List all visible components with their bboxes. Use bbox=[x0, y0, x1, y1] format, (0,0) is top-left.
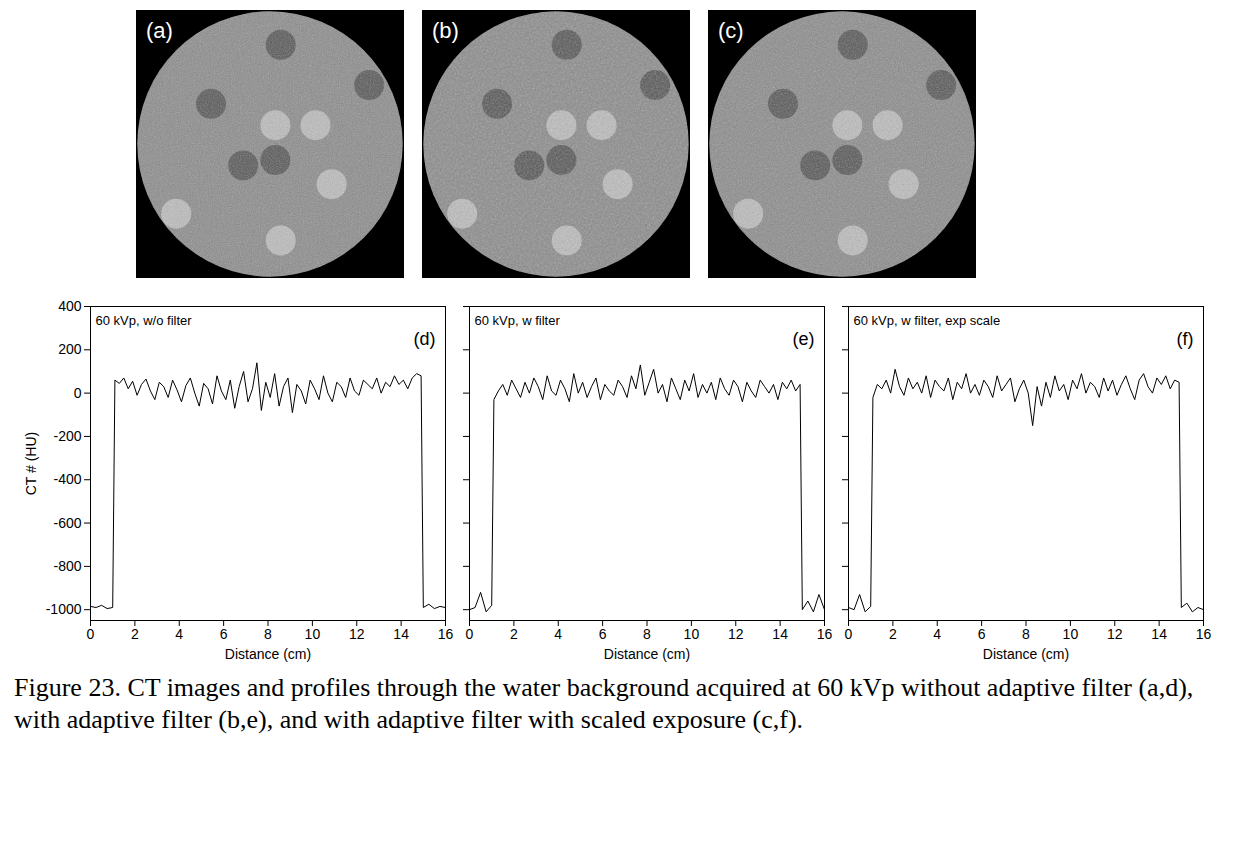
svg-text:60 kVp, w filter: 60 kVp, w filter bbox=[475, 313, 561, 328]
svg-text:2: 2 bbox=[131, 626, 139, 642]
svg-text:6: 6 bbox=[220, 626, 228, 642]
svg-text:(f): (f) bbox=[1177, 329, 1194, 349]
svg-text:(d): (d) bbox=[414, 329, 436, 349]
svg-text:Distance (cm): Distance (cm) bbox=[604, 646, 690, 662]
svg-text:8: 8 bbox=[643, 626, 651, 642]
svg-text:8: 8 bbox=[264, 626, 272, 642]
svg-text:CT # (HU): CT # (HU) bbox=[23, 432, 39, 496]
svg-text:12: 12 bbox=[728, 626, 744, 642]
svg-text:14: 14 bbox=[772, 626, 788, 642]
svg-text:-800: -800 bbox=[53, 558, 81, 574]
svg-text:(e): (e) bbox=[793, 329, 815, 349]
svg-text:Distance (cm): Distance (cm) bbox=[225, 646, 311, 662]
svg-text:200: 200 bbox=[58, 341, 82, 357]
svg-text:10: 10 bbox=[1063, 626, 1079, 642]
svg-text:2: 2 bbox=[510, 626, 518, 642]
svg-text:400: 400 bbox=[58, 298, 82, 314]
svg-text:-600: -600 bbox=[53, 515, 81, 531]
svg-text:10: 10 bbox=[684, 626, 700, 642]
svg-text:6: 6 bbox=[978, 626, 986, 642]
svg-text:8: 8 bbox=[1022, 626, 1030, 642]
svg-text:60 kVp, w/o filter: 60 kVp, w/o filter bbox=[96, 313, 193, 328]
svg-text:14: 14 bbox=[393, 626, 409, 642]
svg-text:16: 16 bbox=[438, 626, 454, 642]
svg-text:12: 12 bbox=[1107, 626, 1123, 642]
svg-text:4: 4 bbox=[175, 626, 183, 642]
svg-text:(c): (c) bbox=[718, 18, 744, 43]
svg-text:-400: -400 bbox=[53, 471, 81, 487]
svg-text:6: 6 bbox=[599, 626, 607, 642]
svg-text:0: 0 bbox=[466, 626, 474, 642]
svg-text:(b): (b) bbox=[432, 18, 459, 43]
svg-text:0: 0 bbox=[87, 626, 95, 642]
svg-text:-200: -200 bbox=[53, 428, 81, 444]
svg-text:0: 0 bbox=[845, 626, 853, 642]
svg-text:(a): (a) bbox=[146, 18, 173, 43]
svg-text:Distance (cm): Distance (cm) bbox=[983, 646, 1069, 662]
svg-text:4: 4 bbox=[933, 626, 941, 642]
svg-text:0: 0 bbox=[74, 385, 82, 401]
svg-text:2: 2 bbox=[889, 626, 897, 642]
svg-text:14: 14 bbox=[1151, 626, 1167, 642]
svg-text:12: 12 bbox=[349, 626, 365, 642]
svg-text:4: 4 bbox=[554, 626, 562, 642]
svg-text:10: 10 bbox=[305, 626, 321, 642]
svg-text:16: 16 bbox=[1196, 626, 1212, 642]
svg-text:-1000: -1000 bbox=[46, 601, 82, 617]
html-text:Figure 23. CT images and profi: Figure 23. CT images and profiles throug… bbox=[14, 673, 1194, 734]
svg-text:16: 16 bbox=[817, 626, 833, 642]
svg-text:60 kVp, w filter, exp scale: 60 kVp, w filter, exp scale bbox=[854, 313, 1001, 328]
